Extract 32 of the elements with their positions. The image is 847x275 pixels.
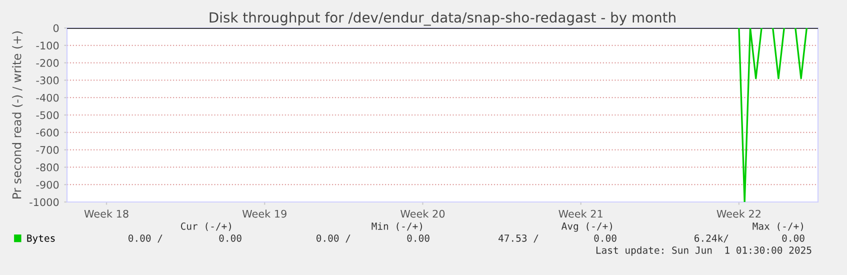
y-tick-label: -300 xyxy=(36,76,59,84)
text: 0.00 xyxy=(594,234,616,242)
text: Avg (-/+) xyxy=(562,222,612,232)
y-axis-title: Pr second read (-) / write (+) xyxy=(12,31,23,198)
text: Cur (-/+) xyxy=(180,222,231,231)
x-tick-label: Week 19 xyxy=(242,210,286,218)
y-tick-label: -500 xyxy=(36,111,59,120)
text: 47.53 / xyxy=(498,234,538,243)
y-tick-label: -100 xyxy=(36,42,59,50)
y-tick-label: 0 xyxy=(53,24,59,32)
text: 0.00 xyxy=(407,234,430,242)
y-tick-label: -600 xyxy=(36,128,59,137)
y-tick-label: -800 xyxy=(36,163,59,172)
x-tick-label: Week 21 xyxy=(558,210,602,218)
y-tick-label: -900 xyxy=(36,180,59,189)
x-tick-label: Week 20 xyxy=(400,210,445,218)
legend-label: Bytes xyxy=(27,234,55,244)
text: 0.00 / xyxy=(128,234,162,243)
y-tick-label: -400 xyxy=(36,94,59,102)
x-tick-label: Week 18 xyxy=(84,210,128,218)
text: 0.00 / xyxy=(316,234,350,243)
x-tick-label: Week 22 xyxy=(716,210,760,218)
text: Last update: Sun Jun 1 01:30:00 2025 xyxy=(596,246,812,256)
chart-title: Disk throughput for /dev/endur_data/snap-sho-redagast - by month xyxy=(210,12,676,26)
text: 0.00 xyxy=(782,234,804,242)
text: 0.00 xyxy=(219,234,242,242)
text: Min (-/+) xyxy=(372,222,422,231)
text: 6.24k/ xyxy=(694,234,728,243)
y-tick-label: -700 xyxy=(36,146,59,154)
y-tick-label: -200 xyxy=(36,59,59,67)
text: Max (-/+) xyxy=(752,222,803,231)
y-tick-label: -1000 xyxy=(30,198,59,206)
